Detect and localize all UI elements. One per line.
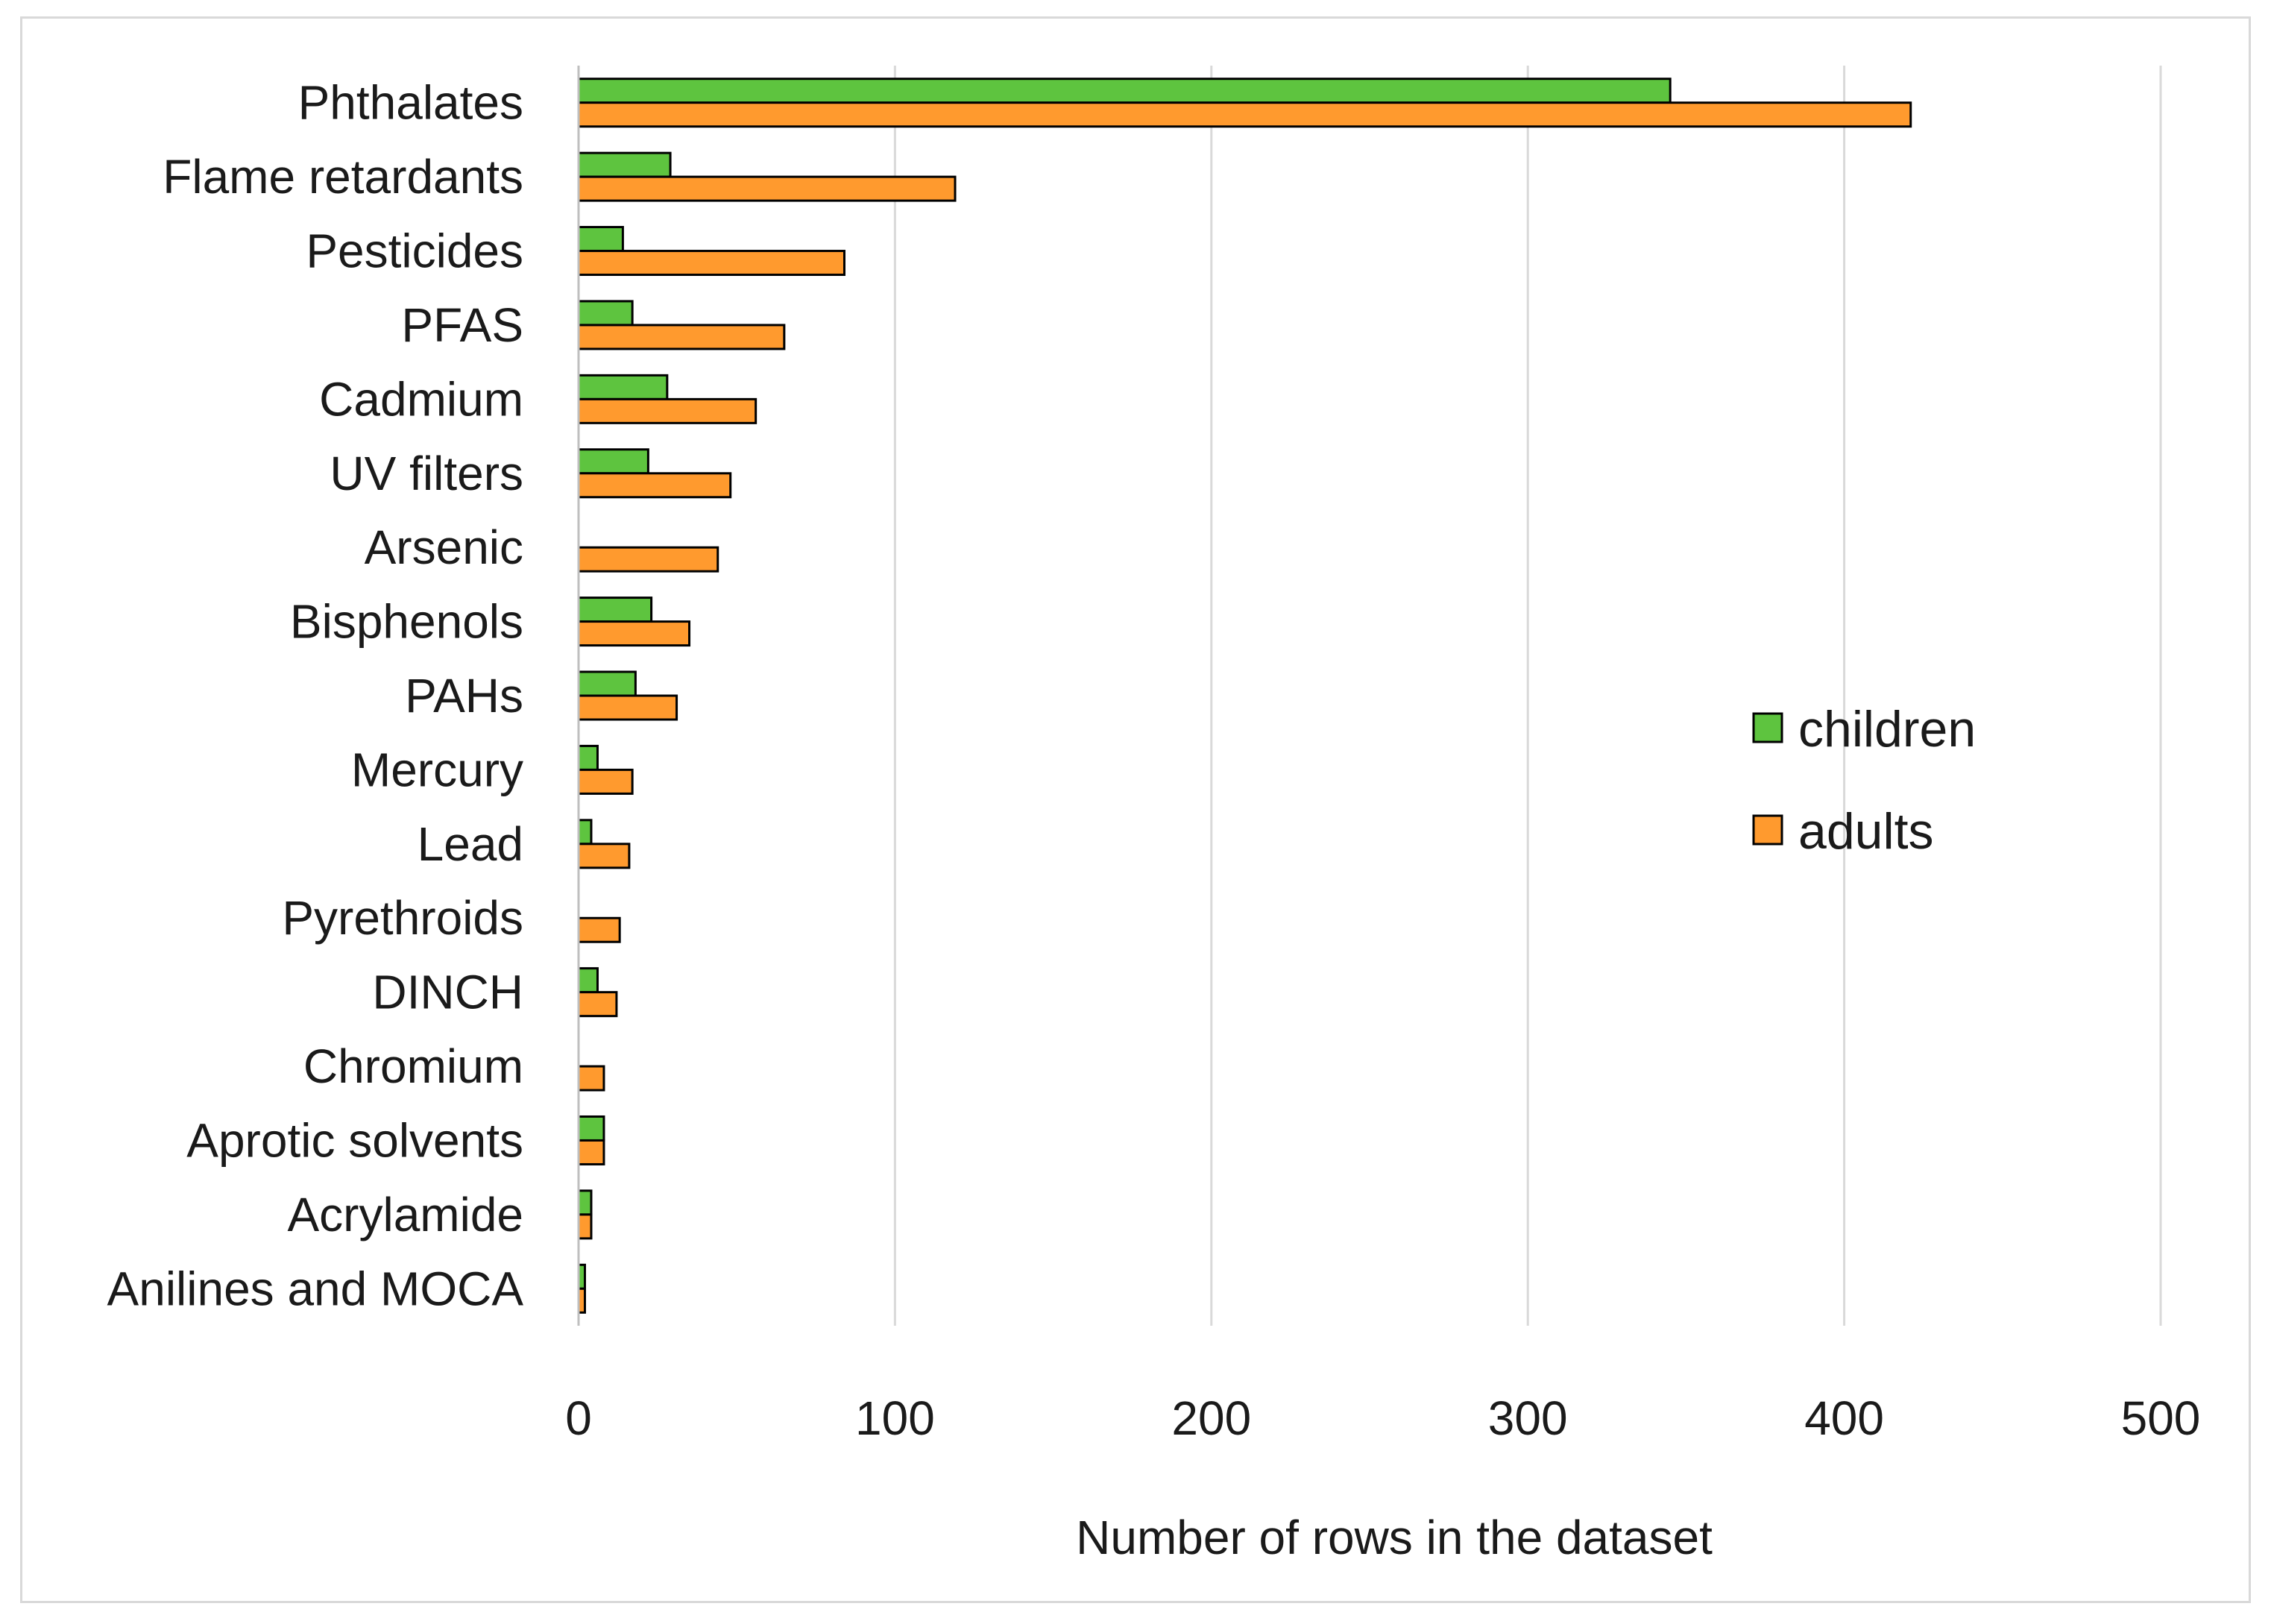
bar-children-uv-filters — [577, 448, 649, 475]
gridlines — [893, 66, 2162, 1326]
bar-adults-aprotic-solvents — [577, 1139, 605, 1165]
bars — [577, 78, 1912, 1314]
category-label-anilines-and-moca: Anilines and MOCA — [107, 1262, 524, 1315]
category-label-lead: Lead — [418, 817, 523, 871]
bar-adults-pahs — [577, 694, 678, 721]
bar-adults-acrylamide — [577, 1213, 593, 1240]
bar-children-pfas — [577, 300, 634, 327]
category-label-phthalates: Phthalates — [298, 76, 523, 130]
bar-adults-pyrethroids — [577, 916, 621, 943]
x-tick-label: 400 — [1804, 1391, 1884, 1445]
category-label-acrylamide: Acrylamide — [287, 1188, 523, 1241]
bar-children-dinch — [577, 967, 599, 994]
category-label-aprotic-solvents: Aprotic solvents — [186, 1113, 523, 1167]
bar-adults-uv-filters — [577, 472, 732, 499]
x-tick-labels: 0 100 200 300 400 500 — [565, 1391, 2200, 1445]
legend-label-adults: adults — [1798, 803, 1933, 860]
bar-children-phthalates — [577, 78, 1672, 104]
category-label-dinch: DINCH — [372, 966, 523, 1019]
category-label-uv-filters: UV filters — [330, 447, 523, 500]
category-label-pyrethroids: Pyrethroids — [282, 891, 523, 945]
category-label-cadmium: Cadmium — [319, 372, 523, 426]
legend-swatch-children — [1752, 712, 1783, 743]
bar-children-bisphenols — [577, 597, 653, 623]
category-label-mercury: Mercury — [351, 743, 523, 796]
category-label-flame-retardants: Flame retardants — [163, 150, 523, 204]
bar-adults-bisphenols — [577, 620, 691, 647]
bar-children-acrylamide — [577, 1189, 593, 1216]
bar-children-mercury — [577, 744, 599, 771]
bar-children-pahs — [577, 670, 637, 697]
bar-children-flame-retardants — [577, 151, 672, 178]
chart-frame — [20, 16, 2251, 1603]
bar-adults-flame-retardants — [577, 175, 957, 202]
bar-adults-cadmium — [577, 397, 757, 424]
x-tick-label: 100 — [855, 1391, 935, 1445]
bar-adults-lead — [577, 843, 631, 869]
bar-children-pesticides — [577, 226, 624, 253]
legend-label-children: children — [1798, 701, 1976, 758]
category-labels: Phthalates Flame retardants Pesticides PFAS… — [107, 76, 524, 1316]
x-axis-title: Number of rows in the dataset — [1076, 1511, 1713, 1564]
bar-children-lead — [577, 819, 593, 846]
x-tick-label: 0 — [565, 1391, 592, 1445]
bar-adults-phthalates — [577, 101, 1912, 128]
x-tick-label: 300 — [1488, 1391, 1568, 1445]
bar-adults-pfas — [577, 324, 786, 350]
x-tick-label: 500 — [2121, 1391, 2201, 1445]
category-label-pfas: PFAS — [401, 298, 523, 352]
category-label-pahs: PAHs — [405, 669, 523, 723]
bar-adults-arsenic — [577, 546, 719, 573]
bar-adults-chromium — [577, 1065, 605, 1092]
bar-children-aprotic-solvents — [577, 1115, 605, 1142]
bar-adults-mercury — [577, 768, 634, 795]
bar-adults-pesticides — [577, 250, 845, 277]
category-label-bisphenols: Bisphenols — [290, 595, 523, 649]
category-label-chromium: Chromium — [303, 1039, 523, 1093]
category-label-pesticides: Pesticides — [306, 224, 523, 278]
x-tick-label: 200 — [1171, 1391, 1251, 1445]
legend-swatch-adults — [1752, 814, 1783, 846]
legend: children adults — [1752, 701, 1976, 860]
category-label-arsenic: Arsenic — [365, 520, 523, 574]
bar-children-cadmium — [577, 374, 669, 400]
bar-adults-dinch — [577, 991, 618, 1018]
